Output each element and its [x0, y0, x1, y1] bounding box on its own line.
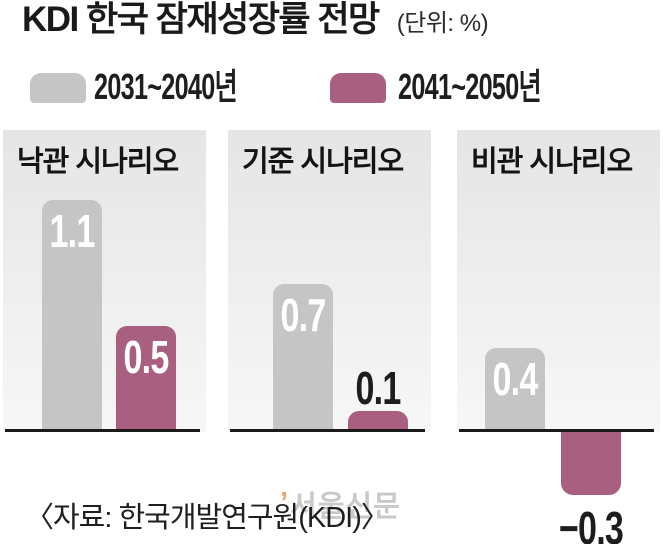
- bar-baseline-2041-2050: [348, 411, 408, 432]
- chart-title: KDI 한국 잠재성장률 전망: [22, 0, 380, 39]
- bar-optimistic-2031-2040: [42, 200, 102, 432]
- legend-label-2041-2050: 2041~2050년: [398, 66, 542, 107]
- value-label-optimistic-2031-2040: 1.1: [49, 205, 95, 257]
- panel-title-pessimistic: 비관 시나리오: [471, 146, 633, 178]
- watermark: ’서울신문: [280, 483, 401, 525]
- scenario-panel-optimistic: 낙관 시나리오 1.1 0.5: [3, 130, 206, 432]
- panel-title-baseline: 기준 시나리오: [242, 146, 404, 178]
- bar-pessimistic-2031-2040: [485, 348, 545, 432]
- legend-swatch-2041-2050: [330, 73, 386, 103]
- value-label-optimistic-2041-2050: 0.5: [123, 331, 169, 383]
- zero-baseline: [230, 429, 425, 432]
- watermark-mark: ’: [280, 487, 290, 519]
- value-label-baseline-2031-2040: 0.7: [280, 289, 326, 341]
- legend-swatch-2031-2040: [30, 73, 86, 103]
- legend-label-2031-2040: 2031~2040년: [94, 66, 238, 107]
- bar-pessimistic-2041-2050: [561, 431, 621, 495]
- value-label-pessimistic-2041-2050: −0.3: [558, 502, 624, 544]
- value-label-pessimistic-2031-2040: 0.4: [492, 353, 538, 405]
- bar-optimistic-2041-2050: [116, 326, 176, 432]
- scenario-panel-baseline: 기준 시나리오 0.7 0.1: [228, 130, 431, 432]
- scenario-panel-pessimistic: 비관 시나리오 0.4 −0.3: [457, 130, 660, 544]
- watermark-text: 서울신문: [290, 491, 401, 523]
- zero-baseline: [459, 429, 654, 432]
- chart-header: KDI 한국 잠재성장률 전망 (단위: %): [22, 0, 489, 40]
- legend: 2031~2040년 2041~2050년: [0, 0, 663, 110]
- value-label-baseline-2041-2050: 0.1: [355, 362, 401, 414]
- source-note: 〈자료: 한국개발연구원(KDI)〉: [25, 502, 390, 534]
- panel-title-optimistic: 낙관 시나리오: [17, 146, 179, 178]
- zero-baseline: [5, 429, 200, 432]
- unit-label: (단위: %): [396, 10, 489, 37]
- bar-baseline-2031-2040: [273, 284, 333, 432]
